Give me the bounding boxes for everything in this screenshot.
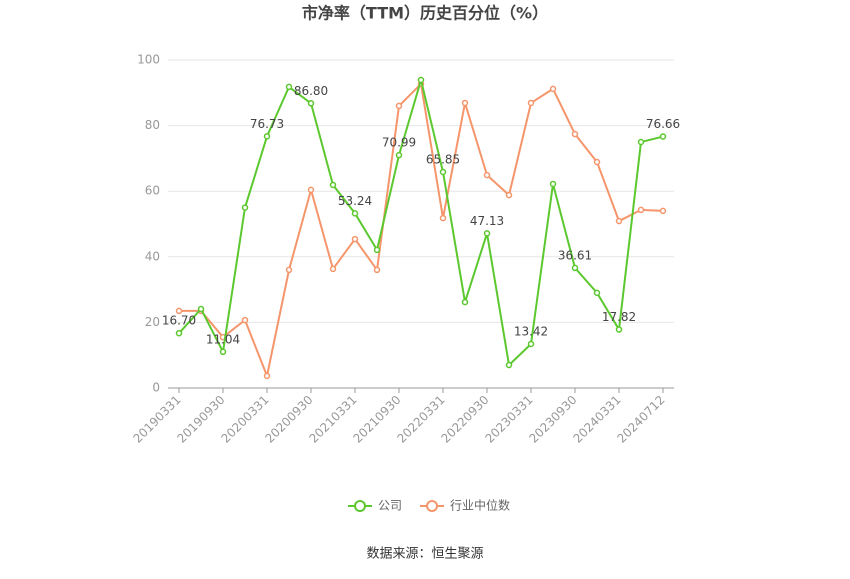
data-label: 17.82: [602, 310, 636, 324]
data-label: 11.04: [206, 332, 240, 346]
point: [593, 158, 601, 166]
point: [615, 217, 623, 225]
point: [527, 99, 535, 107]
x-tick-label: 20240712: [615, 393, 668, 446]
source: 数据来源：恒生聚源: [366, 547, 483, 562]
point: [571, 130, 579, 138]
y-tick-label: 60: [145, 184, 160, 198]
point: [241, 204, 249, 211]
data-label: 70.99: [382, 136, 416, 150]
point: [461, 298, 469, 306]
point: [219, 348, 227, 356]
data-label: 16.70: [162, 314, 196, 328]
point: [637, 138, 645, 146]
point: [505, 361, 513, 369]
point: [329, 265, 337, 273]
point: [615, 326, 623, 333]
point: [285, 266, 293, 274]
data-label: 76.66: [646, 117, 680, 131]
y-tick-label: 80: [145, 118, 160, 132]
point: [263, 372, 271, 380]
point: [241, 316, 249, 324]
point: [285, 83, 293, 91]
data-label: 53.24: [338, 194, 372, 208]
point: [351, 235, 359, 243]
data-label: 86.80: [294, 84, 328, 98]
legend-label: 公司: [378, 499, 402, 513]
point: [461, 99, 469, 107]
point: [483, 230, 491, 237]
point: [483, 171, 491, 179]
point: [571, 264, 579, 272]
point: [197, 305, 205, 313]
point: [549, 180, 557, 188]
y-tick-label: 0: [152, 381, 160, 395]
y-tick-label: 40: [145, 249, 160, 263]
point: [395, 151, 403, 159]
point: [351, 210, 359, 217]
point: [373, 266, 381, 274]
point: [637, 206, 645, 214]
point: [395, 102, 403, 110]
data-label: 47.13: [470, 214, 504, 228]
point: [505, 191, 513, 199]
y-tick-label: 20: [145, 315, 160, 329]
point: [417, 76, 425, 84]
point: [549, 85, 557, 93]
data-label: 36.61: [558, 248, 592, 262]
data-label: 76.73: [250, 117, 284, 131]
point: [307, 100, 315, 107]
point: [439, 168, 447, 176]
chart-title: 市净率（TTM）历史百分位（%）: [302, 4, 548, 23]
point: [659, 133, 667, 140]
point: [175, 307, 183, 315]
point: [439, 214, 447, 222]
data-label: 13.42: [514, 324, 548, 338]
point: [263, 133, 271, 140]
point: [307, 186, 315, 194]
legend-marker: [354, 500, 366, 512]
y-tick-label: 100: [137, 53, 160, 67]
legend-marker: [426, 500, 439, 512]
legend-label: 行业中位数: [450, 498, 510, 513]
point: [329, 181, 337, 189]
data-label: 65.85: [426, 153, 460, 167]
point: [527, 340, 535, 348]
point: [373, 246, 381, 254]
point: [593, 289, 601, 297]
point: [175, 329, 183, 337]
point: [659, 207, 667, 215]
